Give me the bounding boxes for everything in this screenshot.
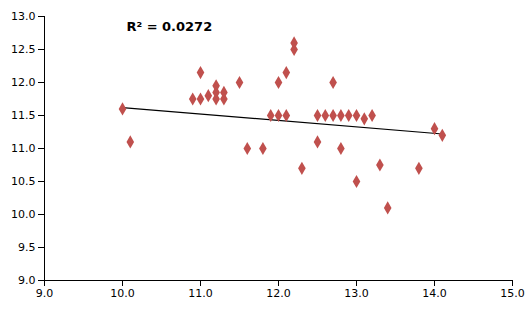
svg-text:10.0: 10.0 [110, 287, 135, 300]
svg-text:15.0: 15.0 [500, 287, 525, 300]
svg-text:12.0: 12.0 [11, 76, 36, 89]
svg-text:14.0: 14.0 [422, 287, 447, 300]
svg-text:13.0: 13.0 [344, 287, 369, 300]
svg-text:9.0: 9.0 [36, 287, 54, 300]
svg-text:13.0: 13.0 [11, 10, 36, 23]
svg-text:10.5: 10.5 [11, 175, 36, 188]
svg-text:9.0: 9.0 [18, 274, 36, 287]
svg-text:R² = 0.0272: R² = 0.0272 [126, 19, 212, 34]
svg-text:11.5: 11.5 [11, 109, 36, 122]
svg-text:11.0: 11.0 [11, 142, 36, 155]
svg-text:11.0: 11.0 [188, 287, 213, 300]
svg-text:12.0: 12.0 [266, 287, 291, 300]
svg-text:12.5: 12.5 [11, 43, 36, 56]
svg-text:10.0: 10.0 [11, 208, 36, 221]
svg-text:9.5: 9.5 [18, 241, 36, 254]
